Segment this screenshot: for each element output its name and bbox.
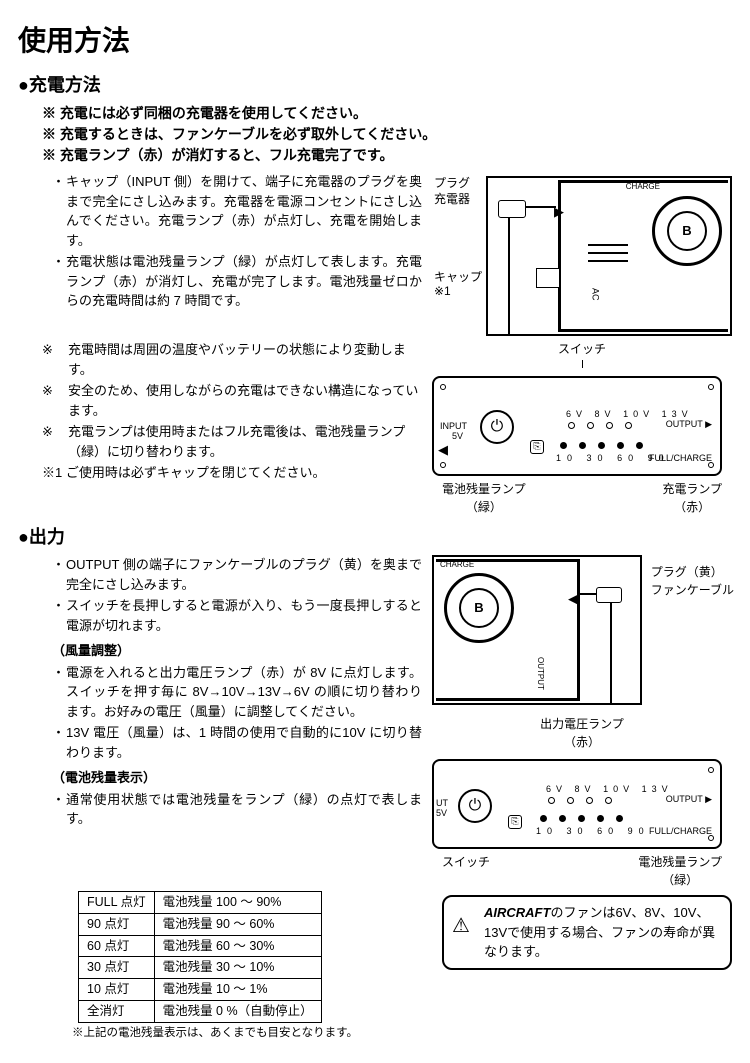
page-title: 使用方法 (18, 20, 732, 62)
batt-lamp-label-2: 電池残量ランプ（緑） (638, 853, 722, 889)
table-footnote: ※上記の電池残量表示は、あくまでも目安となります。 (72, 1025, 430, 1042)
mode-button-icon: ⎘ (530, 440, 544, 454)
table-row: FULL 点灯電池残量 100 〜 90% (79, 892, 322, 914)
switch-label-2: スイッチ (442, 853, 490, 889)
charge-note-2: ※ 充電するときは、ファンケーブルを必ず取外してください。 (42, 124, 732, 145)
bullet-dot: ・ (52, 172, 66, 250)
label-cap-note: ※1 (434, 282, 451, 300)
bullet-dot: ・ (52, 252, 66, 311)
output-diagram: CHARGE B ◀ OUTPUT (432, 555, 642, 705)
star-note-3: ※充電ランプは使用時またはフル充電後は、電池残量ランプ（緑）に切り替わります。 (42, 422, 422, 461)
bullet-text: キャップ（INPUT 側）を開けて、端子に充電器のプラグを奥まで完全にさし込みま… (66, 172, 422, 250)
table-row: 60 点灯電池残量 60 〜 30% (79, 935, 322, 957)
warning-box: ⚠ AIRCRAFTのファンは6V、8V、10V、13Vで使用する場合、ファンの… (442, 895, 732, 970)
chg-lamp-label: 充電ランプ（赤） (662, 480, 722, 516)
device-panel-charge: INPUT 5V ◀ ⏻ ⎘ 6V 8V 10V 13V OUTPUT ▶ 10… (432, 376, 722, 476)
output-label: OUTPUT ▶ (666, 418, 712, 432)
fan-icon: B (444, 573, 514, 643)
brand-name: AIRCRAFT (484, 905, 550, 920)
batt-heading: （電池残量表示） (52, 768, 422, 788)
v5-label: 5V (452, 430, 463, 444)
table-row: 10 点灯電池残量 10 〜 1% (79, 979, 322, 1001)
output-bullet-1: ・ OUTPUT 側の端子にファンケーブルのプラグ（黄）を奥まで完全にさし込みま… (52, 555, 422, 594)
table-row: 全消灯電池残量 0 %（自動停止） (79, 1000, 322, 1022)
fan-icon: B (652, 196, 722, 266)
section-charge-heading: ●充電方法 (18, 72, 732, 99)
power-button-icon: ⏻ (480, 410, 514, 444)
switch-label: スイッチ (432, 340, 732, 358)
charge-diagram: CHARGE B ▶ AC (486, 176, 732, 336)
charge-note-3: ※ 充電ランプ（赤）が消灯すると、フル充電完了です。 (42, 145, 732, 166)
table-row: 90 点灯電池残量 90 〜 60% (79, 913, 322, 935)
output-bullet-2: ・ スイッチを長押しすると電源が入り、もう一度長押しすると電源が切れます。 (52, 596, 422, 635)
power-button-icon: ⏻ (458, 789, 492, 823)
battery-table: FULL 点灯電池残量 100 〜 90% 90 点灯電池残量 90 〜 60%… (78, 891, 322, 1023)
full-label: FULL/CHARGE (649, 452, 712, 466)
star-note-cap: ※1 ご使用時は必ずキャップを閉じてください。 (42, 463, 422, 483)
warning-icon: ⚠ (452, 911, 470, 941)
wind-heading: （風量調整） (52, 641, 422, 661)
star-note-1: ※充電時間は周囲の温度やバッテリーの状態により変動します。 (42, 340, 422, 379)
volt-lamp-label: 出力電圧ランプ（赤） (432, 715, 732, 751)
charge-notes: ※ 充電には必ず同梱の充電器を使用してください。 ※ 充電するときは、ファンケー… (42, 103, 732, 166)
wind-bullet-1: ・ 電源を入れると出力電圧ランプ（赤）が 8V に点灯します。スイッチを押す毎に… (52, 663, 422, 722)
charge-note-1: ※ 充電には必ず同梱の充電器を使用してください。 (42, 103, 732, 124)
section-output-heading: ●出力 (18, 524, 732, 551)
label-charger: 充電器 (434, 190, 470, 208)
wind-bullet-2: ・ 13V 電圧（風量）は、1 時間の使用で自動的に10V に切り替わります。 (52, 723, 422, 762)
charge-bullet-2: ・ 充電状態は電池残量ランプ（緑）が点灯して表します。充電ランプ（赤）が消灯し、… (52, 252, 422, 311)
table-row: 30 点灯電池残量 30 〜 10% (79, 957, 322, 979)
bullet-text: 充電状態は電池残量ランプ（緑）が点灯して表します。充電ランプ（赤）が消灯し、充電… (66, 252, 422, 311)
star-note-2: ※安全のため、使用しながらの充電はできない構造になっています。 (42, 381, 422, 420)
batt-text: ・ 通常使用状態では電池残量をランプ（緑）の点灯で表します。 (52, 790, 422, 829)
charge-bullet-1: ・ キャップ（INPUT 側）を開けて、端子に充電器のプラグを奥まで完全にさし込… (52, 172, 422, 250)
device-panel-output: UT 5V ⏻ ⎘ 6V 8V 10V 13V OUTPUT ▶ 10 30 6… (432, 759, 722, 849)
batt-lamp-label: 電池残量ランプ（緑） (442, 480, 526, 516)
mode-button-icon: ⎘ (508, 815, 522, 829)
plug-yellow-label: プラグ（黄） ファンケーブル (651, 563, 734, 599)
